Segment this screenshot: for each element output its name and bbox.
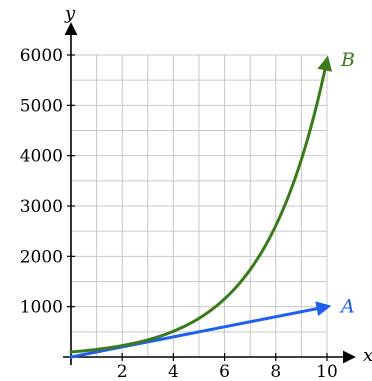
tick-labels: 2 4 6 8 10 1000 2000 3000 4000 5000 6000 [20,46,338,381]
y-tick-label: 2000 [20,247,63,267]
x-tick-label: 8 [270,362,281,381]
y-tick-label: 5000 [20,96,63,116]
series-group: AB [69,49,355,359]
series-line-A [69,301,332,359]
y-tick-label: 6000 [20,46,63,66]
x-axis-label: x [363,345,372,366]
x-tick-label: 4 [168,362,179,381]
x-tick-label: 2 [117,362,128,381]
grid [70,54,328,357]
x-tick-label: 10 [316,362,338,381]
axes [63,22,356,365]
x-tick-label: 6 [219,362,230,381]
series-label-B: B [340,49,355,71]
y-tick-label: 1000 [20,298,63,318]
series-label-A: A [339,296,355,318]
y-tick-label: 4000 [20,147,63,167]
y-tick-label: 3000 [20,197,63,217]
series-line-B [69,55,333,354]
y-axis-label: y [64,3,76,24]
